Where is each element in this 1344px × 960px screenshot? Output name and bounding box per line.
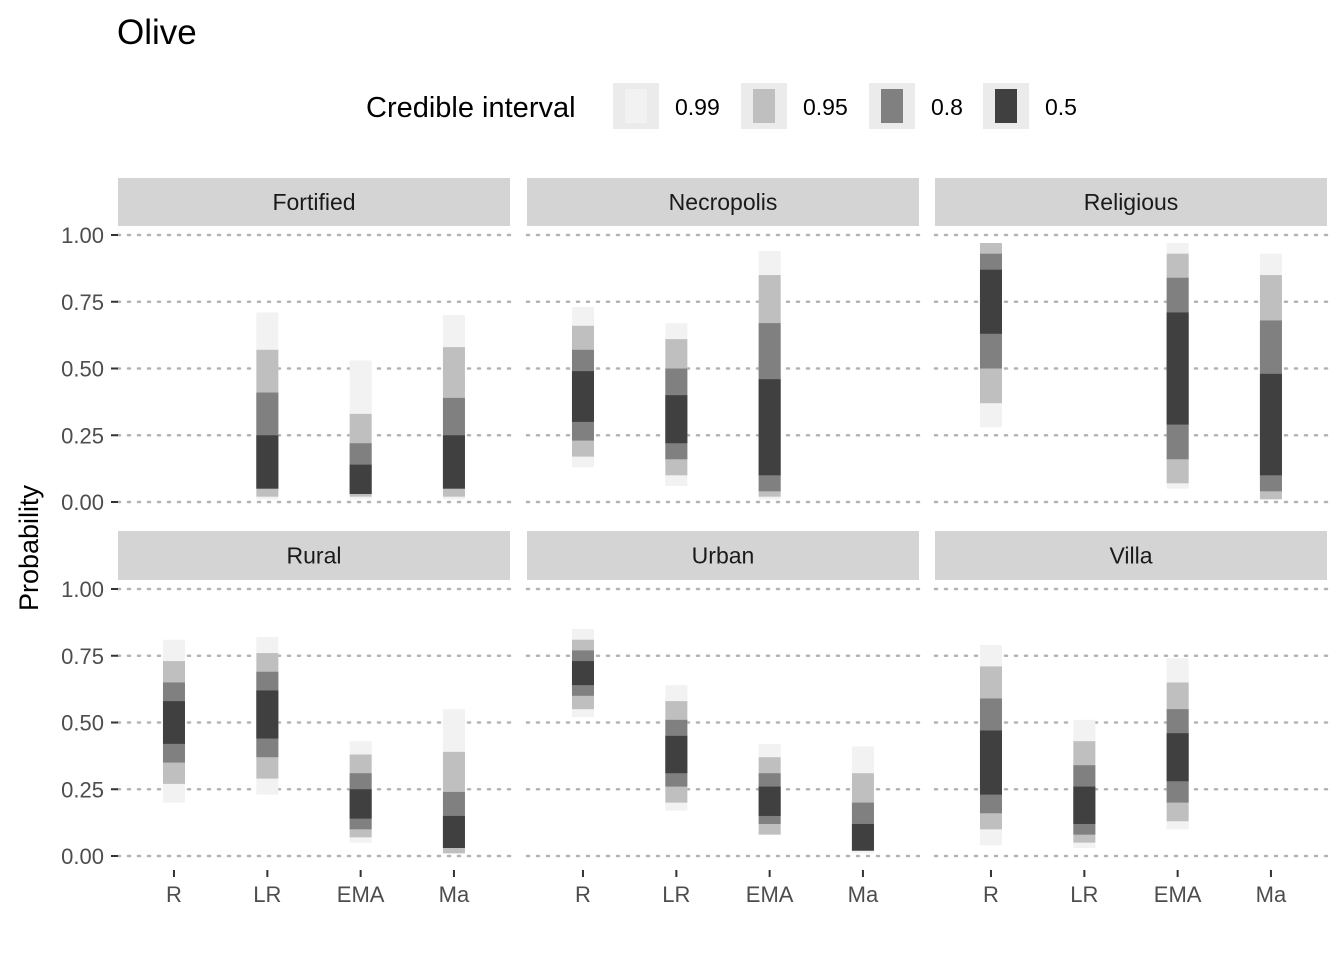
y-tick-label: 1.00 bbox=[61, 577, 104, 602]
interval-Ma bbox=[442, 709, 465, 854]
y-tick-label: 0.75 bbox=[61, 290, 104, 315]
panel-rural: Rural 0.00 0.25 0.50 0.75 1.00 R LR EMA Ma bbox=[61, 531, 512, 907]
interval-EMA bbox=[349, 741, 372, 843]
panel-religious: Religious bbox=[933, 178, 1329, 504]
legend-key-0.95 bbox=[753, 89, 775, 123]
panel-urban: Urban R LR EMA Ma bbox=[525, 531, 921, 907]
interval-bar-0.5 bbox=[665, 395, 688, 444]
y-tick-label: 0.50 bbox=[61, 711, 104, 736]
interval-R bbox=[571, 307, 594, 468]
interval-Ma bbox=[442, 315, 465, 500]
x-tick-label: R bbox=[575, 882, 591, 907]
interval-LR bbox=[256, 637, 279, 795]
interval-bar-0.5 bbox=[571, 661, 594, 686]
interval-R bbox=[162, 639, 185, 803]
y-tick-label: 0.50 bbox=[61, 357, 104, 382]
interval-LR bbox=[256, 312, 279, 500]
facet-strip bbox=[118, 531, 510, 580]
legend-key-0.5 bbox=[995, 89, 1017, 123]
y-tick-label: 0.75 bbox=[61, 644, 104, 669]
interval-bar-0.5 bbox=[162, 701, 185, 744]
legend-label: 0.95 bbox=[803, 94, 848, 120]
facet-strip bbox=[118, 178, 510, 226]
interval-Ma bbox=[851, 746, 874, 854]
x-tick-label: R bbox=[983, 882, 999, 907]
legend-label: 0.99 bbox=[675, 94, 720, 120]
interval-bar-0.5 bbox=[979, 730, 1002, 795]
interval-LR bbox=[665, 685, 688, 811]
facet-label: Fortified bbox=[272, 189, 355, 215]
interval-bar-0.5 bbox=[256, 690, 279, 739]
x-tick-label: EMA bbox=[1154, 882, 1202, 907]
legend-label: 0.8 bbox=[931, 94, 963, 120]
interval-bar-0.5 bbox=[1259, 373, 1282, 476]
interval-EMA bbox=[758, 743, 781, 835]
panel-villa: Villa R LR EMA Ma bbox=[933, 531, 1329, 907]
x-tick-label: Ma bbox=[848, 882, 879, 907]
interval-bar-0.5 bbox=[442, 815, 465, 848]
interval-bar-0.5 bbox=[758, 786, 781, 816]
x-tick-label: R bbox=[166, 882, 182, 907]
interval-R bbox=[979, 243, 1002, 428]
interval-R bbox=[979, 645, 1002, 846]
interval-EMA bbox=[349, 360, 372, 500]
x-tick-label: Ma bbox=[1256, 882, 1287, 907]
facet-label: Necropolis bbox=[669, 189, 778, 215]
chart-title: Olive bbox=[117, 13, 197, 52]
facet-strip bbox=[935, 531, 1327, 580]
x-tick-label: EMA bbox=[746, 882, 794, 907]
legend-label: 0.5 bbox=[1045, 94, 1077, 120]
y-tick-label: 0.00 bbox=[61, 844, 104, 869]
facet-strip bbox=[935, 178, 1327, 226]
legend-key-0.99 bbox=[625, 89, 647, 123]
facet-label: Religious bbox=[1084, 189, 1179, 215]
interval-EMA bbox=[1166, 243, 1189, 489]
facet-strip bbox=[527, 531, 919, 580]
facet-strip bbox=[527, 178, 919, 226]
interval-bar-0.5 bbox=[442, 435, 465, 489]
interval-bar-0.5 bbox=[349, 789, 372, 819]
y-tick-label: 0.25 bbox=[61, 777, 104, 802]
x-tick-label: LR bbox=[1070, 882, 1098, 907]
interval-bar-0.5 bbox=[1166, 733, 1189, 782]
legend-title: Credible interval bbox=[366, 92, 576, 124]
legend-key-0.8 bbox=[881, 89, 903, 123]
interval-bar-0.5 bbox=[1166, 312, 1189, 425]
interval-bar-0.5 bbox=[979, 269, 1002, 334]
interval-LR bbox=[665, 323, 688, 486]
panel-fortified: Fortified 0.00 0.25 0.50 0.75 1.00 bbox=[61, 178, 512, 515]
y-tick-label: 0.25 bbox=[61, 423, 104, 448]
interval-EMA bbox=[1166, 658, 1189, 830]
legend: Credible interval 0.99 0.95 0.8 0.5 bbox=[366, 83, 1077, 129]
facet-label: Rural bbox=[287, 543, 342, 569]
facet-label: Villa bbox=[1109, 543, 1152, 569]
interval-R bbox=[571, 629, 594, 718]
interval-bar-0.5 bbox=[349, 464, 372, 494]
interval-bar-0.5 bbox=[665, 735, 688, 774]
interval-bar-0.5 bbox=[571, 371, 594, 422]
x-tick-label: EMA bbox=[337, 882, 385, 907]
panel-necropolis: Necropolis bbox=[525, 178, 921, 504]
facet-label: Urban bbox=[692, 543, 755, 569]
y-tick-label: 0.00 bbox=[61, 490, 104, 515]
y-tick-label: 1.00 bbox=[61, 223, 104, 248]
interval-LR bbox=[1073, 719, 1096, 848]
interval-EMA bbox=[758, 251, 781, 500]
y-axis-title: Probability bbox=[14, 484, 44, 611]
interval-bar-0.5 bbox=[1073, 786, 1096, 824]
x-tick-label: LR bbox=[253, 882, 281, 907]
interval-bar-0.5 bbox=[256, 435, 279, 489]
x-tick-label: LR bbox=[662, 882, 690, 907]
x-tick-label: Ma bbox=[439, 882, 470, 907]
interval-Ma bbox=[1259, 253, 1282, 500]
interval-bar-0.5 bbox=[758, 379, 781, 476]
interval-bar-0.5 bbox=[851, 823, 874, 851]
